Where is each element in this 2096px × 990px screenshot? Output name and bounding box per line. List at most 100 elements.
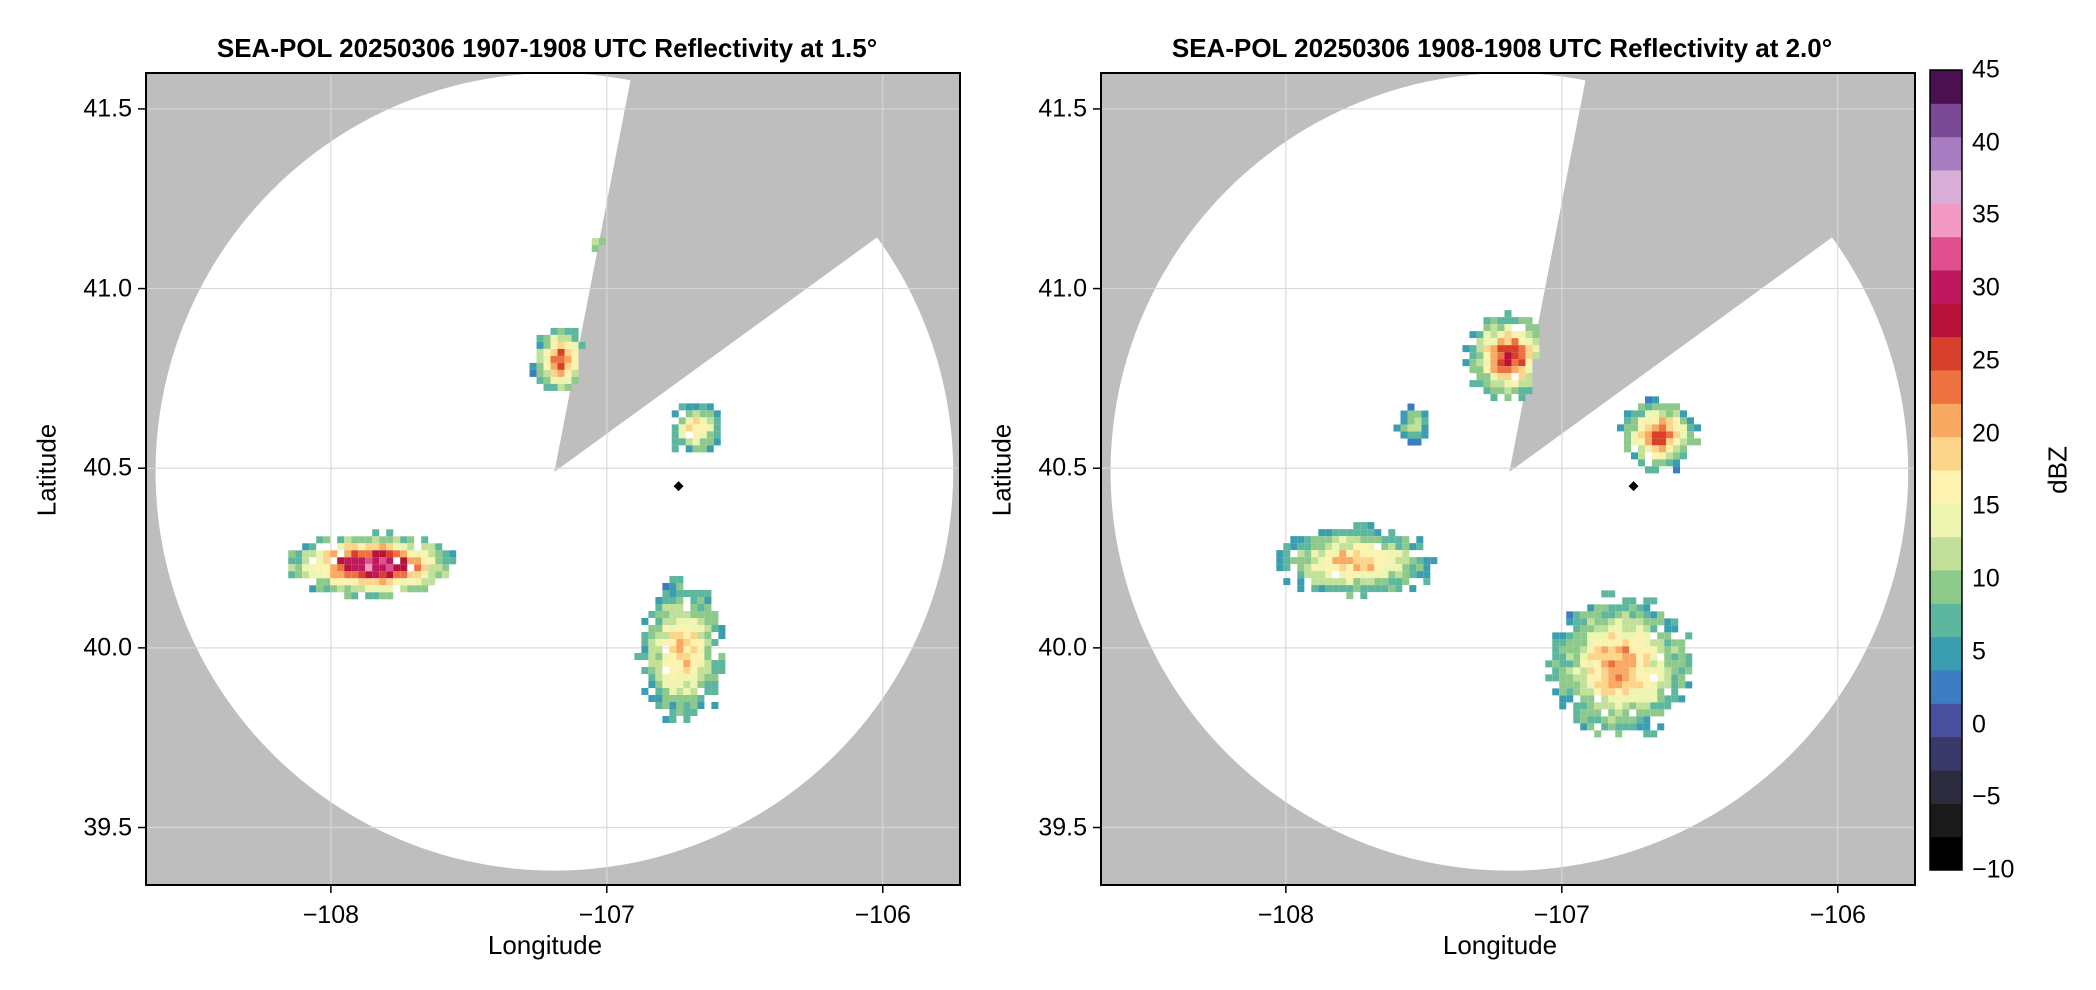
x-tick-label: −107 bbox=[578, 901, 635, 929]
echo-pixel bbox=[330, 564, 338, 572]
echo-pixel bbox=[669, 681, 677, 689]
echo-pixel bbox=[1518, 387, 1526, 395]
echo-pixel bbox=[351, 571, 359, 579]
echo-pixel bbox=[669, 716, 677, 724]
echo-pixel bbox=[1430, 557, 1438, 565]
echo-pixel bbox=[706, 424, 714, 432]
echo-pixel bbox=[543, 376, 551, 384]
echo-pixel bbox=[641, 632, 649, 640]
echo-pixel bbox=[669, 688, 677, 696]
echo-pixel bbox=[1395, 550, 1403, 558]
echo-pixel bbox=[1414, 410, 1422, 418]
echo-pixel bbox=[1622, 667, 1630, 675]
echo-pixel bbox=[704, 625, 712, 633]
echo-pixel bbox=[543, 362, 551, 370]
x-tick-label: −106 bbox=[854, 901, 911, 929]
echo-pixel bbox=[365, 543, 373, 551]
echo-pixel bbox=[1671, 618, 1679, 626]
echo-pixel bbox=[1332, 557, 1340, 565]
echo-pixel bbox=[1622, 695, 1630, 703]
echo-pixel bbox=[676, 653, 684, 661]
echo-pixel bbox=[678, 438, 686, 446]
x-tick-label: −108 bbox=[1257, 901, 1315, 929]
echo-pixel bbox=[1283, 543, 1291, 551]
echo-pixel bbox=[690, 702, 698, 710]
echo-pixel bbox=[1304, 550, 1312, 558]
y-tick-label: 41.5 bbox=[1038, 94, 1087, 123]
echo-pixel bbox=[1636, 611, 1644, 619]
echo-pixel bbox=[1580, 695, 1588, 703]
echo-pixel bbox=[1332, 536, 1340, 544]
colorbar-segment bbox=[1930, 836, 1962, 871]
echo-pixel bbox=[302, 571, 310, 579]
echo-pixel bbox=[1409, 543, 1417, 551]
echo-pixel bbox=[1511, 380, 1519, 388]
echo-pixel bbox=[1381, 578, 1389, 586]
echo-pixel bbox=[690, 646, 698, 654]
echo-pixel bbox=[344, 571, 352, 579]
echo-pixel bbox=[543, 341, 551, 349]
echo-pixel bbox=[1587, 646, 1595, 654]
echo-pixel bbox=[344, 543, 352, 551]
echo-pixel bbox=[1504, 345, 1512, 353]
echo-pixel bbox=[669, 583, 677, 591]
echo-pixel bbox=[1587, 688, 1595, 696]
echo-pixel bbox=[571, 341, 579, 349]
echo-pixel bbox=[1622, 653, 1630, 661]
echo-pixel bbox=[1525, 324, 1533, 332]
echo-pixel bbox=[372, 536, 380, 544]
echo-pixel bbox=[718, 625, 726, 633]
echo-pixel bbox=[1367, 571, 1375, 579]
echo-pixel bbox=[536, 341, 544, 349]
colorbar-segment bbox=[1930, 603, 1962, 638]
echo-pixel bbox=[1608, 702, 1616, 710]
echo-pixel bbox=[1664, 660, 1672, 668]
echo-pixel bbox=[1665, 417, 1673, 425]
echo-pixel bbox=[316, 571, 324, 579]
echo-pixel bbox=[1483, 331, 1491, 339]
echo-pixel bbox=[1374, 585, 1382, 593]
echo-pixel bbox=[1416, 557, 1424, 565]
echo-pixel bbox=[1594, 702, 1602, 710]
chart-title: SEA-POL 20250306 1908-1908 UTC Reflectiv… bbox=[1171, 33, 1833, 63]
echo-pixel bbox=[1476, 373, 1484, 381]
echo-pixel bbox=[676, 625, 684, 633]
echo-pixel bbox=[706, 417, 714, 425]
echo-northeast-cell bbox=[671, 403, 721, 453]
echo-pixel bbox=[351, 550, 359, 558]
echo-pixel bbox=[1643, 604, 1651, 612]
echo-pixel bbox=[1615, 611, 1623, 619]
echo-pixel bbox=[1636, 674, 1644, 682]
echo-pixel bbox=[669, 646, 677, 654]
echo-pixel bbox=[386, 550, 394, 558]
echo-pixel bbox=[421, 550, 429, 558]
echo-pixel bbox=[323, 585, 331, 593]
echo-pixel bbox=[1608, 618, 1616, 626]
echo-pixel bbox=[414, 585, 422, 593]
echo-pixel bbox=[1409, 564, 1417, 572]
echo-pixel bbox=[1664, 667, 1672, 675]
echo-pixel bbox=[337, 536, 345, 544]
echo-pixel bbox=[697, 604, 705, 612]
echo-pixel bbox=[704, 604, 712, 612]
echo-pixel bbox=[414, 557, 422, 565]
echo-pixel bbox=[1511, 387, 1519, 395]
radar-plot-left bbox=[138, 72, 961, 893]
echo-pixel bbox=[676, 709, 684, 717]
echo-pixel bbox=[683, 695, 691, 703]
y-tick-label: 41.0 bbox=[83, 274, 132, 303]
echo-pixel bbox=[1504, 324, 1512, 332]
echo-pixel bbox=[302, 564, 310, 572]
echo-pixel bbox=[711, 639, 719, 647]
echo-pixel bbox=[699, 445, 707, 453]
echo-pixel bbox=[1559, 702, 1567, 710]
echo-pixel bbox=[1311, 585, 1319, 593]
echo-pixel bbox=[1678, 681, 1686, 689]
echo-pixel bbox=[1388, 571, 1396, 579]
echo-pixel bbox=[571, 334, 579, 342]
echo-pixel bbox=[1587, 681, 1595, 689]
echo-pixel bbox=[711, 618, 719, 626]
echo-pixel bbox=[1615, 688, 1623, 696]
echo-pixel bbox=[1637, 452, 1645, 460]
echo-pixel bbox=[1353, 571, 1361, 579]
